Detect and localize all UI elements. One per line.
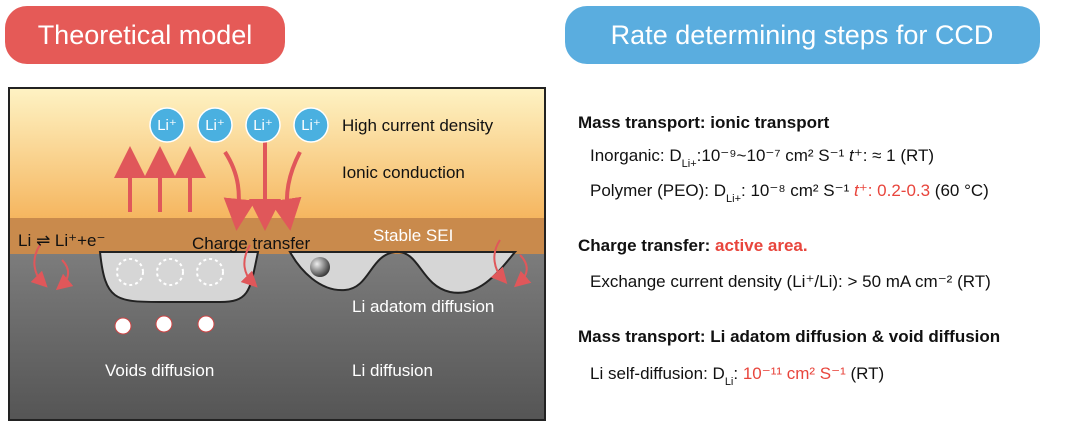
text-run: :10⁻⁹~10⁻⁷ cm² S⁻¹ (697, 146, 849, 165)
ion-label: Li⁺ (157, 117, 177, 134)
label: Li adatom diffusion (352, 297, 494, 316)
text-run: (RT) (846, 364, 884, 383)
right-title: Rate determining steps for CCD (611, 20, 994, 50)
title-pill (565, 6, 1040, 64)
step-heading: Charge transfer: active area. (578, 236, 808, 255)
text-run: : (733, 364, 742, 383)
label: Ionic conduction (342, 163, 465, 182)
text-run: Charge transfer: (578, 236, 715, 255)
void-particles (114, 315, 215, 335)
label: Voids diffusion (105, 361, 214, 380)
text-run: Li (725, 376, 734, 388)
adatom (310, 257, 330, 277)
rate-steps: Mass transport: ionic transport Inorganic… (578, 113, 1000, 388)
label: High current density (342, 116, 494, 135)
text-run: Mass transport: Li adatom diffusion & vo… (578, 327, 1000, 346)
text-run: Li self-diffusion: D (590, 364, 725, 383)
step-line: Exchange current density (Li⁺/Li): > 50 … (590, 272, 991, 291)
step-line: Polymer (PEO): DLi+: 10⁻⁸ cm² S⁻¹ t⁺: 0.… (590, 181, 989, 205)
text-run: active area. (715, 236, 808, 255)
arrows (30, 140, 532, 291)
li-ion (149, 107, 185, 143)
left-title: Theoretical model (38, 20, 253, 50)
label: Stable SEI (373, 226, 453, 245)
diagram: Li⁺ Li⁺ Li⁺ Li⁺ High current density Ionic … (8, 87, 546, 421)
label: Charge transfer (192, 234, 310, 253)
text-run: (60 °C) (930, 181, 989, 200)
text-run: 10⁻¹¹ cm² S⁻¹ (743, 364, 846, 383)
text-run: Exchange current density (Li⁺/Li): > 50 … (590, 272, 991, 291)
voids (116, 258, 224, 286)
text-run: : 10⁻⁸ cm² S⁻¹ (741, 181, 854, 200)
li-ion (245, 107, 281, 143)
ion-label: Li⁺ (253, 117, 273, 134)
step-heading: Mass transport: ionic transport (578, 113, 830, 132)
text-run: : 0.2-0.3 (868, 181, 930, 200)
ion-label: Li⁺ (205, 117, 225, 134)
label: Li ⇌ Li⁺+e⁻ (18, 231, 105, 250)
text-run: t⁺ (854, 181, 868, 200)
step-heading: Mass transport: Li adatom diffusion & vo… (578, 327, 1000, 346)
text-run: Inorganic: D (590, 146, 682, 165)
electrolyte (9, 88, 545, 220)
title-pill (5, 6, 285, 64)
text-run: Mass transport: ionic transport (578, 113, 830, 132)
text-run: Polymer (PEO): D (590, 181, 726, 200)
step-line: Inorganic: DLi+:10⁻⁹~10⁻⁷ cm² S⁻¹ t⁺: ≈ … (590, 146, 934, 170)
frame (8, 87, 546, 421)
pit (288, 250, 518, 294)
text-run: Li+ (682, 158, 697, 170)
text-run: Li+ (726, 193, 741, 205)
text-run: t⁺ (849, 146, 863, 165)
ion-label: Li⁺ (301, 117, 321, 134)
label: Li diffusion (352, 361, 433, 380)
li-ion (197, 107, 233, 143)
text-run: : ≈ 1 (RT) (863, 146, 934, 165)
step-line: Li self-diffusion: DLi: 10⁻¹¹ cm² S⁻¹ (R… (590, 364, 884, 388)
li-ion (293, 107, 329, 143)
